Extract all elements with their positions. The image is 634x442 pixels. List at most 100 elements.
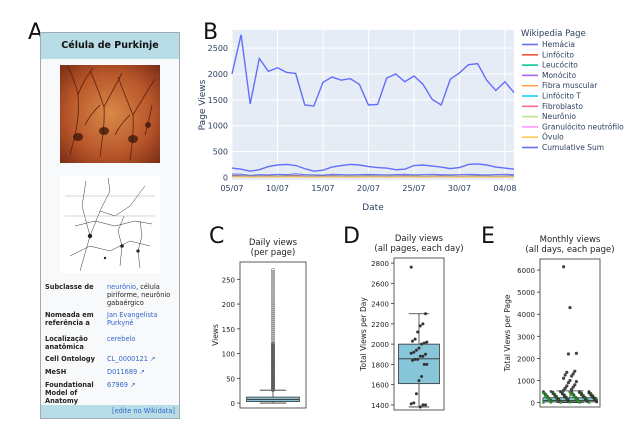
data-point [585,398,589,402]
y-tick-label: 100 [222,351,235,359]
data-point [547,398,551,401]
data-point [422,341,426,345]
series-group-b [231,34,515,178]
data-point [562,393,566,397]
row-value-link[interactable]: cerebelo [107,335,136,343]
box-title-line: Monthly views [540,235,601,245]
outlier-point [271,358,275,363]
outlier-point [568,378,572,383]
outlier-point [271,352,275,357]
outlier-point [271,374,275,379]
data-point [557,399,560,403]
row-label: MeSH [45,368,67,376]
x-axis-label-b: Date [362,203,384,213]
data-point [591,395,595,399]
data-point [553,393,557,397]
data-point [543,392,547,396]
y-tick-label: 1800 [371,361,389,369]
outlier-point [271,366,275,371]
outlier-point [271,371,275,376]
data-point [568,390,572,394]
data-point [421,322,425,326]
outlier-point [271,342,275,347]
data-point [562,393,566,397]
row-label: Cell Ontology [45,355,95,363]
data-point [574,396,578,400]
row-value-link[interactable]: Jan Evangelista Purkyně [107,311,158,327]
outlier-point [271,351,275,356]
data-point [593,396,597,400]
outlier-point [271,387,275,391]
box-iqr [398,343,440,385]
x-tick-label-b: 30/07 [448,184,471,193]
outlier-point [271,386,275,391]
data-point [561,392,564,396]
data-point [543,393,547,397]
outlier-point [271,313,275,318]
x-tick-label-b: 15/07 [311,184,334,193]
box-iqr [246,396,300,402]
y-tick-label: 3000 [517,333,535,341]
outlier-point [565,384,569,388]
y-tick-label: 2000 [517,355,535,363]
data-point [555,397,559,400]
data-point [591,395,595,399]
outlier-point [271,293,275,298]
row-value-link[interactable]: neurônio [107,283,137,291]
outlier-point [571,372,575,376]
data-point [545,396,549,400]
data-point [559,399,562,403]
outlier-point [574,379,579,384]
row-value[interactable]: neurônio, célula piriforme, neurônio gab… [107,283,171,307]
outlier-point [271,335,275,340]
data-point [549,398,553,402]
edit-wikidata-link[interactable]: [edite no Wikidata] [112,407,175,415]
data-point [542,391,545,395]
legend-entry-b: Linfócito [542,50,574,59]
data-point [585,399,589,403]
outlier-point [271,387,275,392]
row-value-link[interactable]: 67969 ↗ [107,381,136,389]
y-tick-label: 6000 [517,267,535,275]
data-point [564,395,568,399]
data-point [543,394,547,398]
outlier-point [271,385,275,390]
data-point [583,396,587,400]
data-point [559,400,562,403]
data-point [543,393,547,396]
data-point [409,265,413,269]
data-point [551,390,555,394]
plot-background-b [232,30,514,180]
data-point [424,403,427,407]
data-point [581,395,585,399]
data-point [583,397,587,401]
row-value-link[interactable]: CL_0000121 ↗ [107,355,156,363]
legend-entry-b: Linfócito T [542,92,581,101]
outlier-point [271,359,275,363]
x-tick-label-b: 05/07 [220,184,243,193]
data-point [570,391,574,395]
outlier-point [271,375,275,379]
y-tick-label-b: 0 [223,173,228,182]
x-tick-label-b: 20/07 [357,184,380,193]
data-point [416,357,420,361]
data-point [595,399,598,403]
y-tick-label-b: 500 [213,148,228,157]
data-point [591,396,595,399]
data-point [559,390,562,393]
data-point [553,394,557,397]
panel-letter-e: E [481,224,495,249]
row-value-link[interactable]: D011689 ↗ [107,368,145,376]
outlier-point [271,350,275,355]
legend-entry-b: Monócito [542,71,577,80]
y-tick-label: 0 [531,400,535,408]
data-point [581,394,585,397]
data-point [549,400,553,404]
outlier-point [271,327,275,332]
outlier-point [271,374,275,378]
series-line [231,34,515,107]
outlier-point [562,376,566,380]
infobox-title: Célula de Purkinje [41,33,179,59]
data-point [420,342,424,346]
outlier-point [573,369,577,373]
